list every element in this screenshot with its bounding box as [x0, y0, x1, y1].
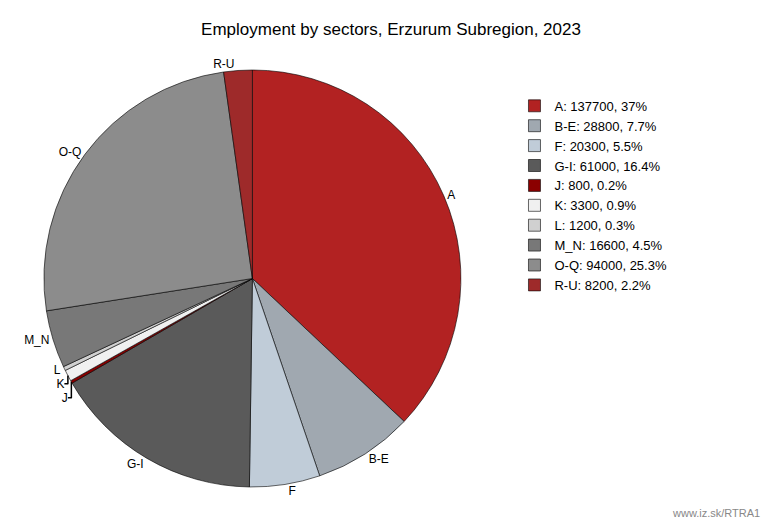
svg-text:L: L — [54, 363, 61, 377]
svg-text:www.iz.sk/RTRA1: www.iz.sk/RTRA1 — [672, 507, 760, 519]
svg-text:R-U: R-U — [213, 57, 234, 71]
svg-text:F: F — [289, 484, 296, 498]
svg-text:O-Q: O-Q — [59, 145, 82, 159]
svg-text:B-E: B-E — [369, 452, 389, 466]
svg-text:L: 1200, 0.3%: L: 1200, 0.3% — [554, 218, 635, 233]
svg-text:J: J — [62, 391, 68, 405]
svg-text:J: 800, 0.2%: J: 800, 0.2% — [554, 178, 627, 193]
svg-text:G-I: 61000, 16.4%: G-I: 61000, 16.4% — [554, 159, 660, 174]
svg-text:Employment by sectors, Erzurum: Employment by sectors, Erzurum Subregion… — [201, 20, 581, 39]
svg-text:A: A — [447, 188, 455, 202]
svg-text:M_N: 16600, 4.5%: M_N: 16600, 4.5% — [554, 238, 662, 253]
svg-text:K: K — [56, 377, 64, 391]
svg-text:G-I: G-I — [127, 457, 144, 471]
svg-text:K: 3300, 0.9%: K: 3300, 0.9% — [554, 198, 636, 213]
svg-text:F: 20300, 5.5%: F: 20300, 5.5% — [554, 139, 643, 154]
svg-text:O-Q: 94000, 25.3%: O-Q: 94000, 25.3% — [554, 258, 666, 273]
svg-text:A: 137700, 37%: A: 137700, 37% — [554, 99, 647, 114]
svg-text:R-U: 8200, 2.2%: R-U: 8200, 2.2% — [554, 278, 651, 293]
svg-text:M_N: M_N — [24, 333, 49, 347]
svg-text:B-E: 28800, 7.7%: B-E: 28800, 7.7% — [554, 119, 656, 134]
